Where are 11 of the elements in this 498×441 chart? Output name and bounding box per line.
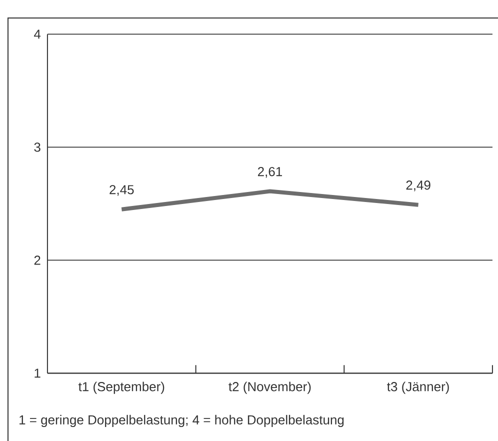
x-tick-label: t3 (Jänner) [387, 382, 449, 394]
data-label: 2,61 [258, 166, 282, 178]
text: 1 = geringe Doppelbelastung; 4 = hohe Doppelbelastung [20, 414, 344, 428]
y-tick-label: 1 [34, 368, 40, 378]
data-label: 2,49 [406, 180, 430, 192]
x-tick-label: t2 (November) [228, 382, 311, 394]
x-tick-label: t1 (September) [78, 382, 164, 394]
data-label: 2,45 [110, 185, 134, 196]
y-tick-label: 4 [34, 30, 41, 39]
y-tick-label: 2 [34, 256, 40, 265]
y-tick-label: 3 [34, 142, 40, 152]
